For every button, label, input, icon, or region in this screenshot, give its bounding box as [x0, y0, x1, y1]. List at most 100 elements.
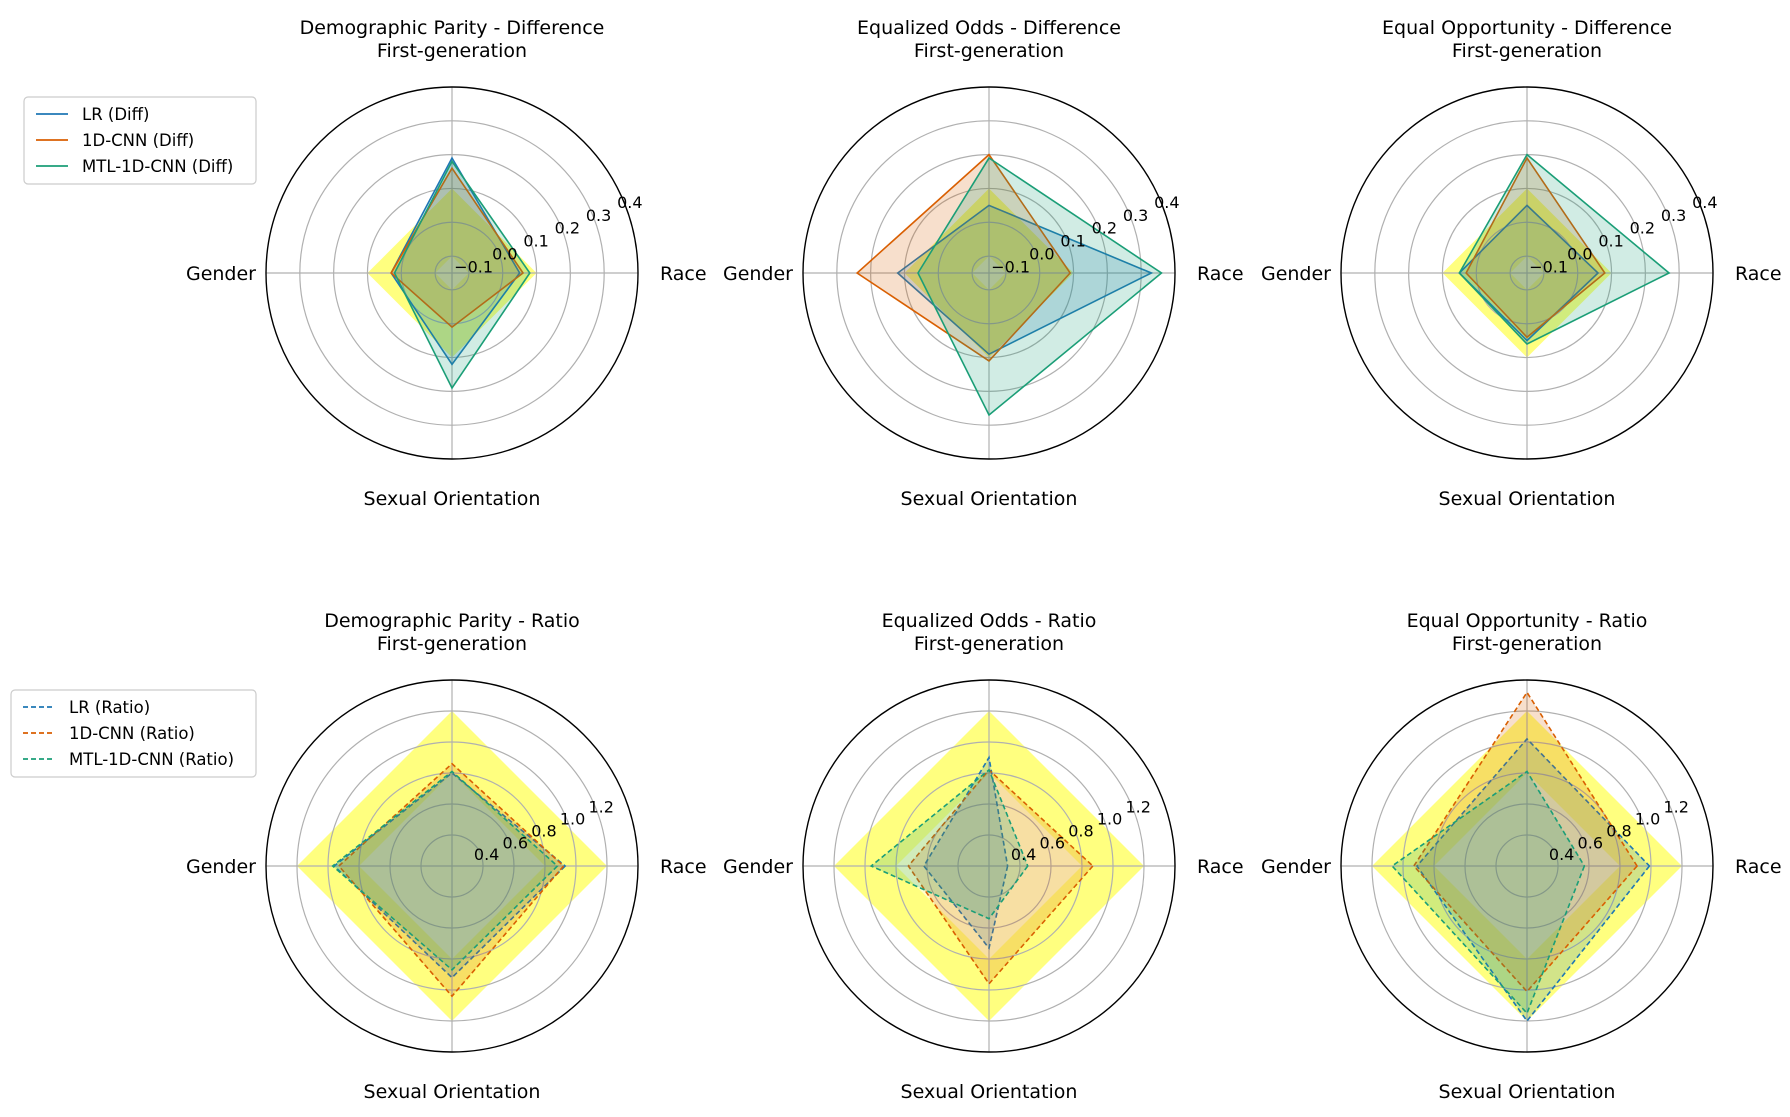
chart-title: Equalized Odds - Ratio — [882, 610, 1097, 632]
r-tick-label: 0.3 — [586, 206, 611, 225]
series-fill-1 — [923, 757, 1008, 949]
series-line-3 — [331, 770, 559, 971]
r-tick-label: 0.6 — [503, 833, 528, 852]
series-fill-1 — [1416, 738, 1650, 1021]
series-fill-2 — [908, 769, 1093, 984]
r-tick-label: 1.2 — [1125, 798, 1150, 817]
r-tick-label: 0.2 — [1092, 219, 1117, 238]
legend-label-3: MTL-1D-CNN (Diff) — [82, 157, 233, 176]
r-tick-label: 0.8 — [1068, 821, 1093, 840]
series-fill-1 — [334, 773, 566, 978]
series-line-3 — [1390, 770, 1586, 1015]
series-fill-1 — [897, 205, 1152, 355]
series-fill-2 — [1466, 158, 1605, 338]
series-fill-3 — [871, 769, 1028, 919]
axis-label-race: Race — [660, 263, 707, 285]
r-tick-label: 0.0 — [1567, 245, 1592, 264]
radar-chart-6: 0.40.60.81.01.2 Race Sexual Orientation Gen… — [1261, 610, 1782, 1103]
legend-label-3: MTL-1D-CNN (Ratio) — [69, 750, 234, 769]
chart-subtitle: First-generation — [377, 40, 527, 62]
chart-title: Equal Opportunity - Difference — [1382, 17, 1672, 39]
r-tick-label: 0.6 — [1578, 833, 1603, 852]
series-line-3 — [917, 156, 1163, 417]
r-tick-label: −0.1 — [1529, 258, 1568, 277]
axis-label-gender: Gender — [186, 263, 256, 285]
r-tick-label: −0.1 — [991, 258, 1030, 277]
chart-title: Demographic Parity - Ratio — [324, 610, 580, 632]
r-tick-label: −0.1 — [454, 258, 493, 277]
r-tick-label: 1.0 — [1097, 810, 1122, 829]
axis-label-sexual-orientation: Sexual Orientation — [901, 1081, 1078, 1103]
series-line-2 — [1412, 690, 1639, 993]
legend-box — [10, 689, 257, 778]
series-fill-3 — [917, 158, 1162, 416]
polar-frame — [1340, 679, 1714, 1053]
r-tick-label: 0.8 — [531, 821, 556, 840]
r-tick-label: 0.1 — [523, 232, 548, 251]
series-line-1 — [332, 771, 567, 979]
legend-box — [23, 96, 257, 185]
axis-label-sexual-orientation: Sexual Orientation — [1439, 488, 1616, 510]
chart-subtitle: First-generation — [1452, 40, 1602, 62]
axis-label-race: Race — [1735, 856, 1782, 878]
series-line-1 — [896, 204, 1154, 356]
series-line-2 — [855, 153, 1072, 362]
axis-label-race: Race — [1197, 263, 1244, 285]
axis-label-race: Race — [1197, 856, 1244, 878]
chart-title: Demographic Parity - Difference — [300, 17, 605, 39]
series-line-3 — [869, 768, 1029, 920]
series-line-2 — [337, 762, 565, 998]
series-line-3 — [1458, 153, 1671, 345]
r-tick-label: 0.4 — [1692, 193, 1717, 212]
r-tick-label: 0.6 — [1040, 833, 1065, 852]
r-tick-label: 0.1 — [1060, 232, 1085, 251]
chart-title: Equal Opportunity - Ratio — [1407, 610, 1648, 632]
r-tick-label: 1.2 — [1663, 798, 1688, 817]
axis-label-sexual-orientation: Sexual Orientation — [364, 488, 541, 510]
r-tick-label: 1.0 — [1635, 810, 1660, 829]
series-fill-2 — [857, 154, 1071, 361]
axis-label-race: Race — [660, 856, 707, 878]
chart-title: Equalized Odds - Difference — [857, 17, 1121, 39]
axis-label-sexual-orientation: Sexual Orientation — [901, 488, 1078, 510]
legend-label-2: 1D-CNN (Ratio) — [69, 724, 195, 743]
series-line-2 — [907, 768, 1094, 986]
chart-subtitle: First-generation — [914, 633, 1064, 655]
r-tick-label: 0.8 — [1606, 821, 1631, 840]
series-line-1 — [1415, 737, 1651, 1023]
chart-subtitle: First-generation — [377, 633, 527, 655]
r-tick-label: 0.3 — [1123, 206, 1148, 225]
series-fill-3 — [1392, 771, 1585, 1014]
axis-label-gender: Gender — [723, 263, 793, 285]
series-line-2 — [1465, 156, 1606, 339]
polar-frame — [802, 86, 1176, 460]
chart-subtitle: First-generation — [1452, 633, 1602, 655]
axis-label-sexual-orientation: Sexual Orientation — [364, 1081, 541, 1103]
axis-label-gender: Gender — [1261, 856, 1331, 878]
series-line-2 — [390, 166, 525, 329]
series-line-1 — [922, 755, 1009, 950]
radar-chart-5: 0.40.60.81.01.2 Race Sexual Orientation Gen… — [723, 610, 1244, 1103]
series-fill-3 — [394, 161, 530, 388]
series-line-3 — [393, 159, 531, 390]
series-fill-1 — [391, 158, 520, 365]
r-tick-label: 0.4 — [617, 193, 642, 212]
r-tick-label: 1.2 — [588, 798, 613, 817]
radar-chart-2: −0.10.0 0.1 0.2 0.3 0.4 Race Sexual Orientatio… — [723, 17, 1244, 510]
r-tick-label: 0.4 — [1011, 845, 1036, 864]
legend-label-2: 1D-CNN (Diff) — [82, 131, 194, 150]
r-tick-label: 0.4 — [1154, 193, 1179, 212]
r-tick-label: 0.0 — [1029, 245, 1054, 264]
legend-label-1: LR (Diff) — [82, 105, 149, 124]
r-tick-label: 0.0 — [492, 245, 517, 264]
chart-subtitle: First-generation — [914, 40, 1064, 62]
r-tick-label: 0.4 — [1549, 845, 1574, 864]
polar-frame — [1340, 86, 1714, 460]
r-tick-label: 1.0 — [560, 810, 585, 829]
radar-chart-3: −0.10.0 0.1 0.2 0.3 0.4 Race Sexual Orientatio… — [1261, 17, 1782, 510]
legend-label-1: LR (Ratio) — [69, 698, 150, 717]
axis-label-gender: Gender — [1261, 263, 1331, 285]
legend-diff: LR (Diff) 1D-CNN (Diff) MTL-1D-CNN (Diff) — [23, 96, 257, 185]
axis-label-sexual-orientation: Sexual Orientation — [1439, 1081, 1616, 1103]
